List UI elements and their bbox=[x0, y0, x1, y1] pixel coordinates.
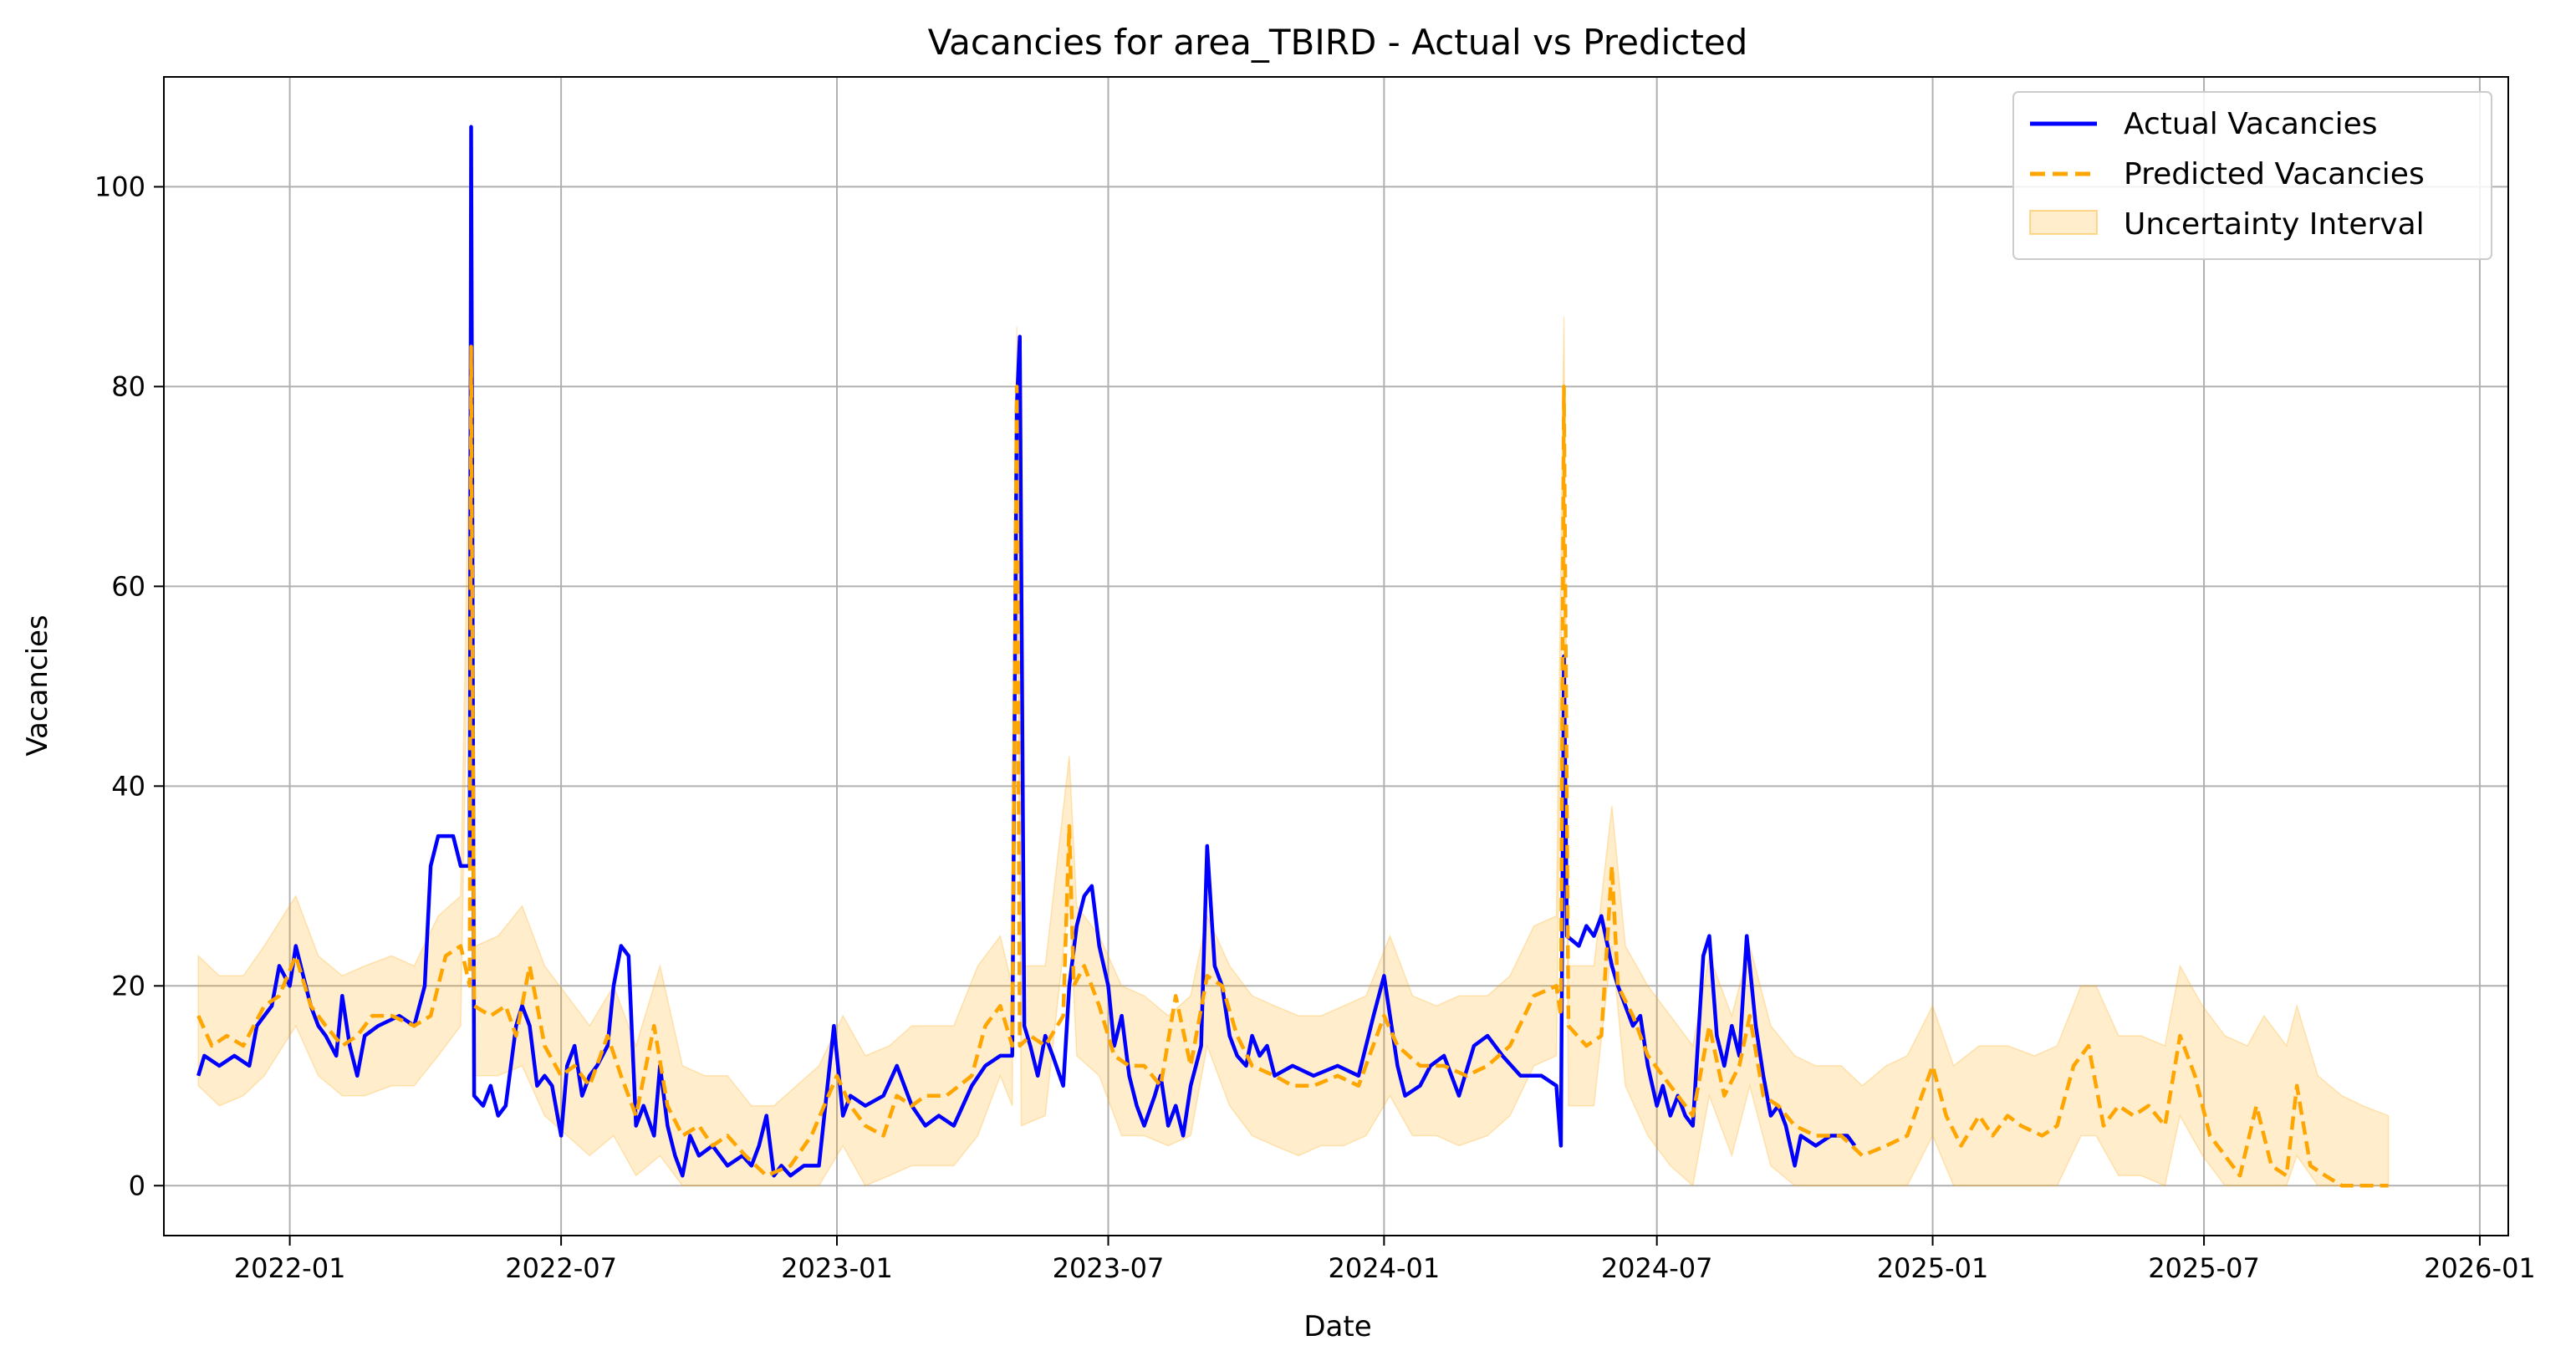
x-tick-label: 2022-07 bbox=[505, 1252, 617, 1284]
y-tick-label: 100 bbox=[94, 171, 145, 202]
y-tick-label: 0 bbox=[129, 1170, 145, 1201]
predicted-vacancies-line bbox=[196, 344, 2389, 1188]
y-tick-label: 20 bbox=[111, 970, 145, 1002]
legend-label-predicted: Predicted Vacancies bbox=[2124, 157, 2425, 191]
y-axis-label: Vacancies bbox=[21, 614, 54, 756]
x-tick-label: 2023-01 bbox=[781, 1252, 893, 1284]
legend-swatch-uncertainty bbox=[2029, 210, 2098, 235]
x-tick-label: 2026-01 bbox=[2424, 1252, 2536, 1284]
x-axis-label: Date bbox=[1303, 1310, 1371, 1343]
x-tick-label: 2025-07 bbox=[2148, 1252, 2260, 1284]
legend-label-uncertainty: Uncertainty Interval bbox=[2124, 207, 2425, 242]
y-tick-label: 40 bbox=[111, 770, 145, 802]
y-tick-label: 80 bbox=[111, 370, 145, 402]
x-tick-label: 2025-01 bbox=[1877, 1252, 1989, 1284]
chart-title: Vacancies for area_TBIRD - Actual vs Pre… bbox=[928, 22, 1748, 63]
y-tick-label: 60 bbox=[111, 570, 145, 602]
predicted-series-layer bbox=[196, 344, 2389, 1188]
x-tick-label: 2024-07 bbox=[1601, 1252, 1713, 1284]
x-tick-label: 2024-01 bbox=[1329, 1252, 1441, 1284]
plot-frame bbox=[163, 76, 2509, 1236]
legend-label-actual: Actual Vacancies bbox=[2124, 107, 2378, 141]
grid bbox=[164, 77, 2508, 1236]
x-tick-label: 2023-07 bbox=[1053, 1252, 1165, 1284]
legend: Actual Vacancies Predicted Vacancies Unc… bbox=[2012, 91, 2492, 260]
x-axis-ticks: 2022-01 2022-07 2023-01 2023-07 2024-01 2024-… bbox=[234, 1236, 2536, 1284]
y-axis-ticks: 0 20 40 60 80 100 bbox=[94, 171, 164, 1201]
x-tick-label: 2022-01 bbox=[234, 1252, 346, 1284]
legend-box bbox=[2012, 91, 2492, 260]
